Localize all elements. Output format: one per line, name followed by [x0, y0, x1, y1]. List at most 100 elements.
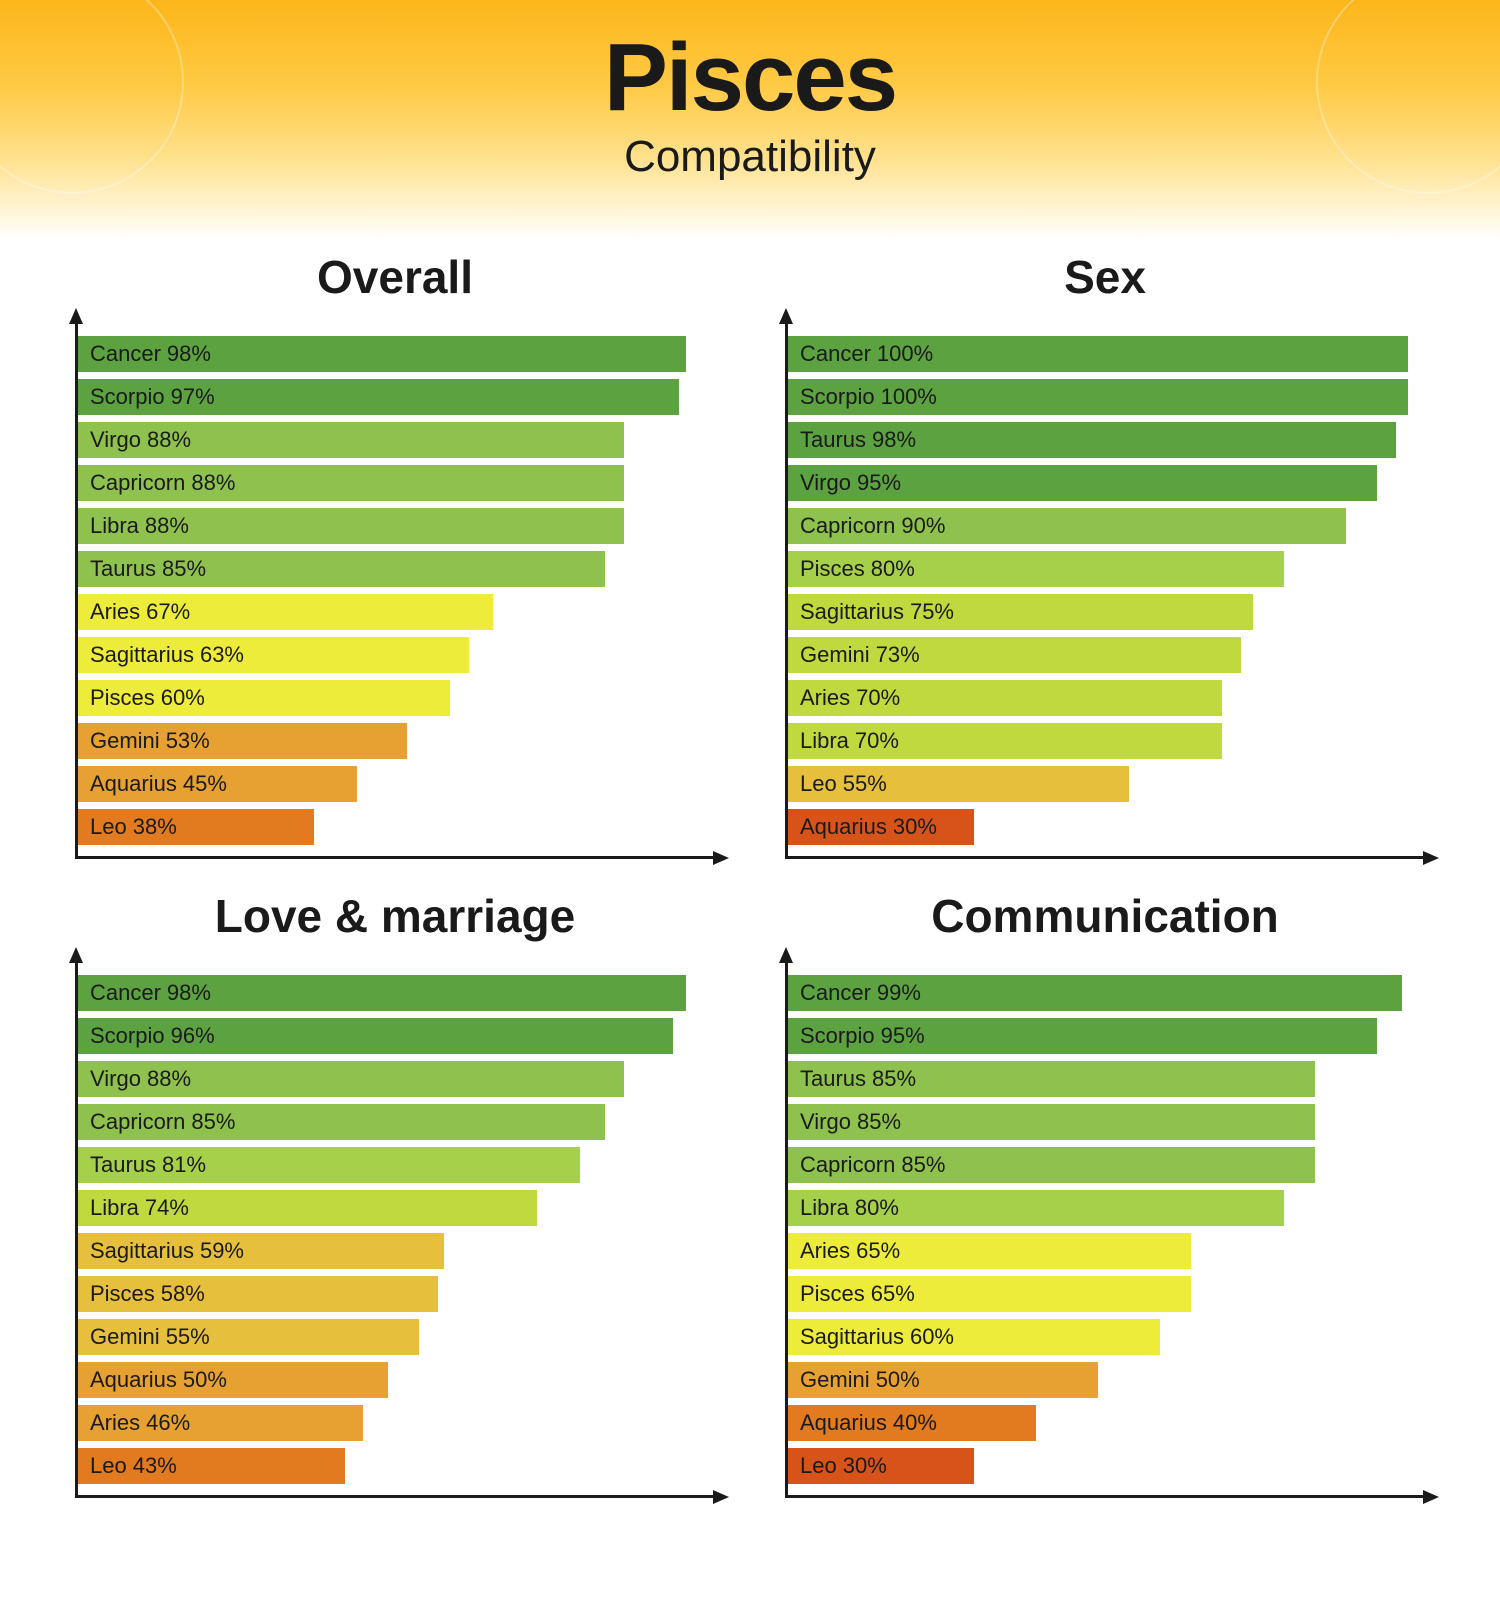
bar-label: Capricorn — [800, 513, 895, 539]
bar: Sagittarius60% — [788, 1319, 1160, 1355]
bar: Aries65% — [788, 1233, 1191, 1269]
bar-value: 30% — [843, 1453, 887, 1479]
bar-label: Taurus — [90, 1152, 156, 1178]
bar-label: Scorpio — [800, 1023, 875, 1049]
bar-value: 99% — [877, 980, 921, 1006]
bar-value: 70% — [855, 728, 899, 754]
bar: Cancer98% — [78, 336, 686, 372]
bar: Aquarius30% — [788, 809, 974, 845]
bar-value: 53% — [166, 728, 210, 754]
bar: Leo43% — [78, 1448, 345, 1484]
page-subtitle: Compatibility — [0, 132, 1500, 182]
bar: Leo30% — [788, 1448, 974, 1484]
bar-label: Gemini — [90, 1324, 160, 1350]
bar: Sagittarius63% — [78, 637, 469, 673]
bar: Virgo88% — [78, 422, 624, 458]
bar-value: 98% — [167, 341, 211, 367]
bar-label: Cancer — [90, 341, 161, 367]
panel-title: Communication — [770, 889, 1440, 943]
bar: Capricorn85% — [78, 1104, 605, 1140]
bar-label: Virgo — [800, 470, 851, 496]
bar-value: 65% — [856, 1238, 900, 1264]
bar-label: Cancer — [90, 980, 161, 1006]
bar: Aquarius40% — [788, 1405, 1036, 1441]
bar-label: Scorpio — [800, 384, 875, 410]
bar-value: 80% — [871, 556, 915, 582]
chart-panel: CommunicationCancer99%Scorpio95%Taurus85… — [770, 889, 1440, 1498]
bar-value: 81% — [162, 1152, 206, 1178]
bar-label: Capricorn — [800, 1152, 895, 1178]
bar: Taurus85% — [788, 1061, 1315, 1097]
bar: Gemini50% — [788, 1362, 1098, 1398]
bar-value: 88% — [191, 470, 235, 496]
bar: Virgo85% — [788, 1104, 1315, 1140]
bar-value: 88% — [147, 1066, 191, 1092]
bar-value: 90% — [901, 513, 945, 539]
bar: Pisces58% — [78, 1276, 438, 1312]
bar-value: 65% — [871, 1281, 915, 1307]
bar-label: Virgo — [90, 1066, 141, 1092]
bar-label: Aries — [800, 685, 850, 711]
bar-label: Pisces — [800, 1281, 865, 1307]
bar: Sagittarius59% — [78, 1233, 444, 1269]
bar: Cancer100% — [788, 336, 1408, 372]
bar-value: 98% — [872, 427, 916, 453]
bar-value: 80% — [855, 1195, 899, 1221]
bar-label: Cancer — [800, 980, 871, 1006]
bar-value: 88% — [145, 513, 189, 539]
bar-value: 85% — [191, 1109, 235, 1135]
bar-label: Taurus — [90, 556, 156, 582]
bar-label: Capricorn — [90, 1109, 185, 1135]
bar: Leo38% — [78, 809, 314, 845]
bar: Sagittarius75% — [788, 594, 1253, 630]
bar-label: Aquarius — [90, 771, 177, 797]
bar-label: Libra — [90, 513, 139, 539]
bar-label: Libra — [800, 728, 849, 754]
bar-value: 100% — [877, 341, 933, 367]
bar-value: 50% — [876, 1367, 920, 1393]
bar: Aries46% — [78, 1405, 363, 1441]
chart-axes: Cancer98%Scorpio96%Virgo88%Capricorn85%T… — [75, 961, 715, 1498]
bar-label: Scorpio — [90, 1023, 165, 1049]
bar-value: 96% — [171, 1023, 215, 1049]
bar-label: Leo — [800, 771, 837, 797]
bar-label: Gemini — [800, 642, 870, 668]
bar: Capricorn85% — [788, 1147, 1315, 1183]
bar-value: 100% — [881, 384, 937, 410]
bar-label: Aquarius — [90, 1367, 177, 1393]
chart-axes: Cancer98%Scorpio97%Virgo88%Capricorn88%L… — [75, 322, 715, 859]
bar-label: Aries — [90, 599, 140, 625]
bar-value: 70% — [856, 685, 900, 711]
bar: Cancer99% — [788, 975, 1402, 1011]
bar-label: Scorpio — [90, 384, 165, 410]
bar: Capricorn88% — [78, 465, 624, 501]
bar-label: Sagittarius — [90, 1238, 194, 1264]
bar: Capricorn90% — [788, 508, 1346, 544]
bar: Libra74% — [78, 1190, 537, 1226]
bar: Taurus98% — [788, 422, 1396, 458]
bar-value: 98% — [167, 980, 211, 1006]
chart-panel: OverallCancer98%Scorpio97%Virgo88%Capric… — [60, 250, 730, 859]
bar: Gemini55% — [78, 1319, 419, 1355]
bar-value: 95% — [857, 470, 901, 496]
header: Pisces Compatibility — [0, 0, 1500, 240]
bar-label: Virgo — [800, 1109, 851, 1135]
bar-label: Gemini — [90, 728, 160, 754]
bar-label: Sagittarius — [800, 1324, 904, 1350]
bar: Cancer98% — [78, 975, 686, 1011]
bar: Scorpio97% — [78, 379, 679, 415]
bar-value: 55% — [166, 1324, 210, 1350]
panel-title: Love & marriage — [60, 889, 730, 943]
chart-panel: Sex Cancer100% Scorpio100% Taurus98% Virgo95… — [770, 250, 1440, 859]
bar-label: Aries — [90, 1410, 140, 1436]
bar-value: 88% — [147, 427, 191, 453]
bar-label: Gemini — [800, 1367, 870, 1393]
bar-value: 97% — [171, 384, 215, 410]
bar-label: Leo — [90, 814, 127, 840]
bar-value: 55% — [843, 771, 887, 797]
bar-label: Leo — [800, 1453, 837, 1479]
bar-label: Virgo — [90, 427, 141, 453]
page-title: Pisces — [0, 30, 1500, 126]
bar: Taurus85% — [78, 551, 605, 587]
panel-title: Sex — [770, 250, 1440, 304]
